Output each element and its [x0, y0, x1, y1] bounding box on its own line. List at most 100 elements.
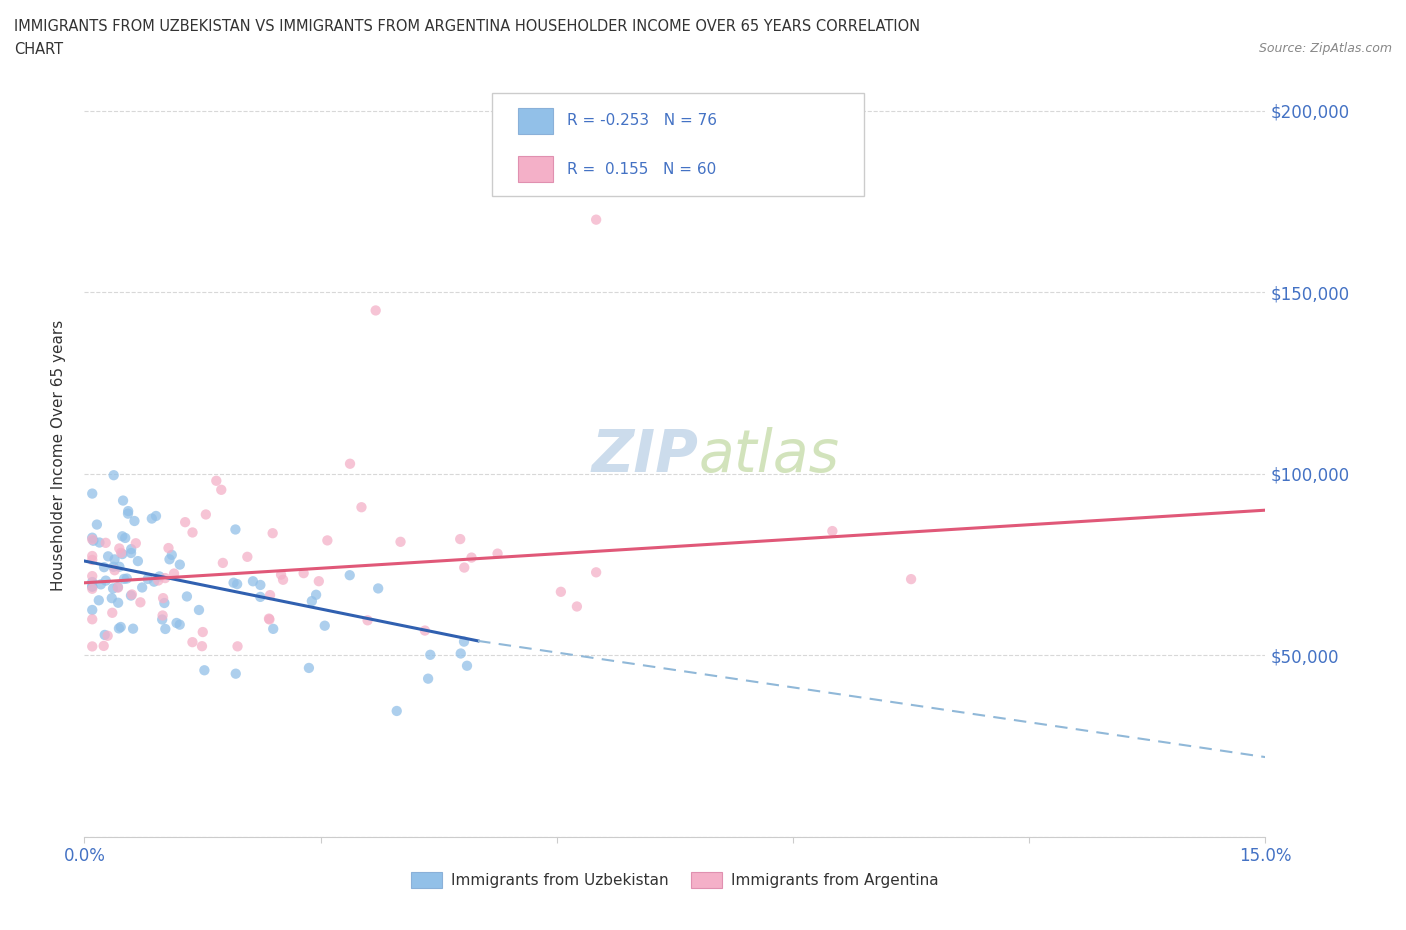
Point [82, 552, 104, 567]
Point [259, 588, 281, 603]
Point [222, 576, 245, 591]
Point [305, 588, 328, 603]
Point [262, 621, 284, 636]
Point [271, 572, 294, 587]
Point [141, 512, 163, 526]
Point [82, 532, 104, 547]
Point [136, 572, 159, 587]
Point [188, 603, 211, 618]
Point [486, 546, 509, 561]
Point [153, 595, 176, 610]
Point [259, 612, 281, 627]
Point [108, 541, 131, 556]
Point [82, 579, 104, 594]
Point [111, 529, 134, 544]
Point [82, 639, 104, 654]
Point [125, 536, 148, 551]
Text: R =  0.155   N = 60: R = 0.155 N = 60 [568, 162, 717, 177]
Point [181, 525, 204, 540]
Point [389, 535, 412, 550]
Point [86, 517, 108, 532]
Point [456, 658, 478, 673]
Point [120, 546, 142, 561]
Bar [517, 108, 553, 134]
Point [242, 574, 264, 589]
Point [103, 551, 125, 566]
Point [453, 634, 475, 649]
Point [148, 573, 170, 588]
Point [82, 533, 104, 548]
Point [110, 619, 132, 634]
Point [120, 541, 142, 556]
Point [111, 547, 134, 562]
Point [449, 532, 471, 547]
Point [191, 639, 214, 654]
Point [101, 605, 124, 620]
Point [122, 621, 145, 636]
Point [163, 566, 186, 581]
Point [416, 671, 439, 686]
Text: ZIP: ZIP [592, 427, 699, 485]
Point [821, 524, 844, 538]
Point [94, 573, 117, 588]
Y-axis label: Householder Income Over 65 years: Householder Income Over 65 years [51, 320, 66, 591]
Point [82, 581, 104, 596]
Point [150, 612, 173, 627]
Point [308, 574, 330, 589]
FancyBboxPatch shape [492, 94, 863, 196]
Point [153, 571, 176, 586]
Point [143, 574, 166, 589]
Point [115, 571, 138, 586]
Point [460, 551, 482, 565]
Point [191, 625, 214, 640]
Point [97, 629, 120, 644]
Point [339, 457, 361, 472]
Point [117, 506, 139, 521]
Point [160, 548, 183, 563]
Point [209, 483, 232, 498]
Point [129, 595, 152, 610]
Point [205, 473, 228, 488]
Point [194, 507, 217, 522]
Point [249, 590, 271, 604]
Point [211, 555, 233, 570]
Point [193, 663, 215, 678]
Point [103, 559, 125, 574]
Point [262, 525, 284, 540]
Text: Source: ZipAtlas.com: Source: ZipAtlas.com [1258, 42, 1392, 55]
Point [226, 577, 249, 591]
Point [148, 569, 170, 584]
Point [413, 623, 436, 638]
Point [112, 493, 135, 508]
Point [94, 536, 117, 551]
Point [82, 530, 104, 545]
Point [419, 647, 441, 662]
Point [82, 612, 104, 627]
Point [224, 522, 246, 537]
Point [101, 581, 124, 596]
Point [585, 212, 607, 227]
Bar [517, 156, 553, 182]
Point [157, 540, 180, 555]
Point [356, 613, 378, 628]
Point [364, 303, 387, 318]
Point [270, 567, 292, 582]
Point [453, 560, 475, 575]
Point [257, 611, 280, 626]
Point [565, 599, 588, 614]
Point [117, 504, 139, 519]
Point [450, 646, 472, 661]
Point [107, 580, 129, 595]
Point [145, 509, 167, 524]
Point [236, 550, 259, 565]
Text: atlas: atlas [699, 427, 839, 485]
Point [93, 560, 115, 575]
Text: IMMIGRANTS FROM UZBEKISTAN VS IMMIGRANTS FROM ARGENTINA HOUSEHOLDER INCOME OVER : IMMIGRANTS FROM UZBEKISTAN VS IMMIGRANTS… [14, 19, 920, 33]
Point [107, 595, 129, 610]
Point [93, 628, 115, 643]
Point [249, 578, 271, 592]
Point [131, 580, 153, 595]
Point [385, 703, 408, 718]
Point [121, 587, 143, 602]
Point [159, 551, 181, 566]
